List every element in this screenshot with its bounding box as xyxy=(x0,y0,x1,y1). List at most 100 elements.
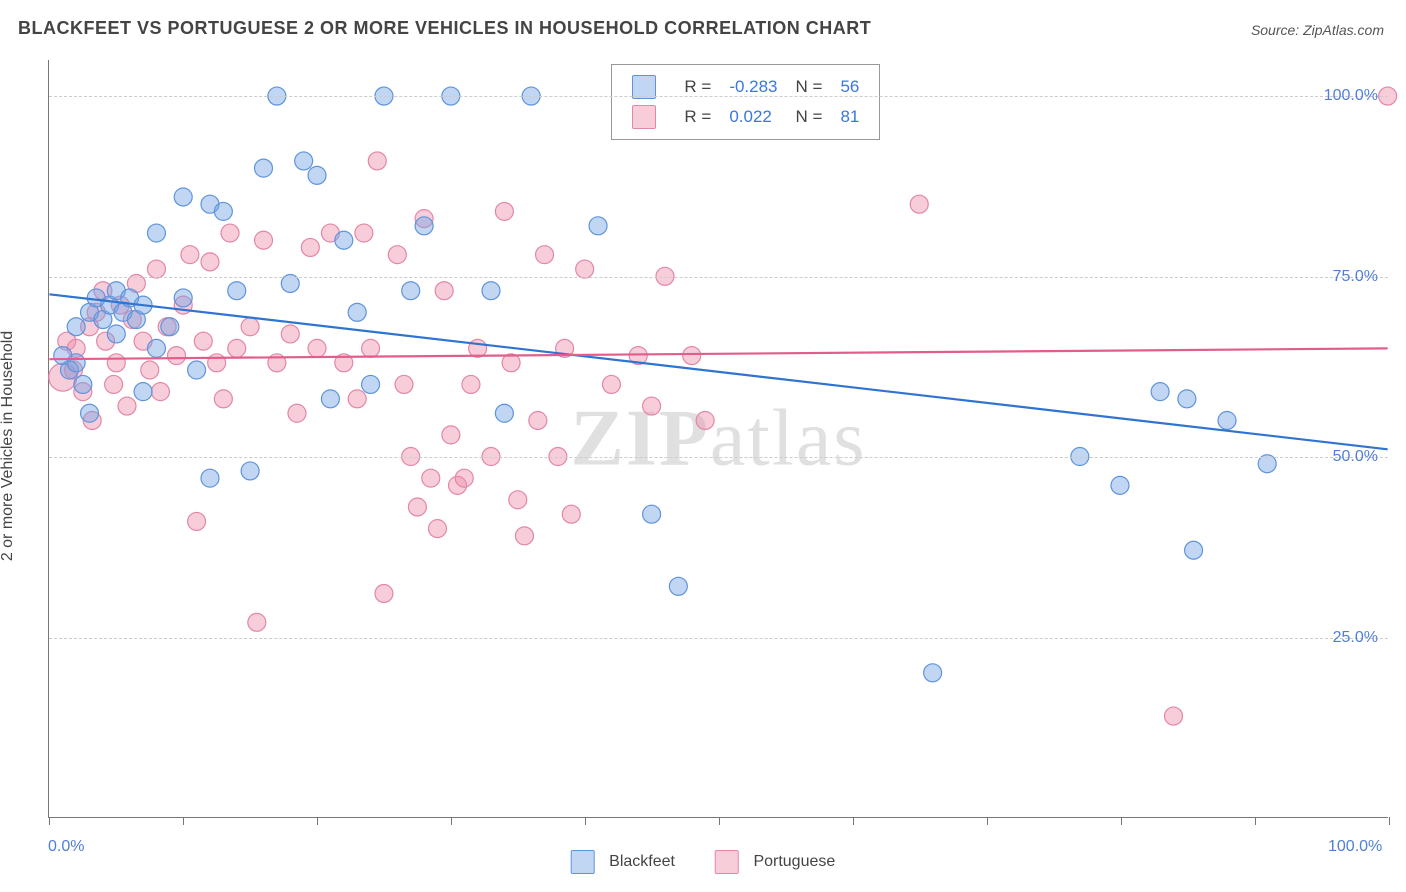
data-point-portuguese xyxy=(188,512,206,530)
data-point-portuguese xyxy=(355,224,373,242)
data-point-portuguese xyxy=(241,318,259,336)
data-point-blackfeet xyxy=(134,383,152,401)
data-point-blackfeet xyxy=(348,303,366,321)
data-point-blackfeet xyxy=(362,375,380,393)
x-tick xyxy=(317,817,318,825)
x-tick xyxy=(451,817,452,825)
data-point-portuguese xyxy=(288,404,306,422)
x-axis-max-label: 100.0% xyxy=(1328,838,1382,856)
data-point-portuguese xyxy=(301,238,319,256)
data-point-blackfeet xyxy=(241,462,259,480)
gridline xyxy=(49,96,1388,97)
legend-label-blackfeet: Blackfeet xyxy=(609,853,675,870)
data-point-blackfeet xyxy=(589,217,607,235)
data-point-blackfeet xyxy=(482,282,500,300)
stats-legend: R =-0.283N =56R =0.022N =81 xyxy=(611,64,880,140)
x-tick xyxy=(585,817,586,825)
stage: BLACKFEET VS PORTUGUESE 2 OR MORE VEHICL… xyxy=(0,0,1406,892)
data-point-portuguese xyxy=(442,426,460,444)
data-point-blackfeet xyxy=(335,231,353,249)
x-tick xyxy=(49,817,50,825)
data-point-portuguese xyxy=(576,260,594,278)
data-point-blackfeet xyxy=(1151,383,1169,401)
data-point-portuguese xyxy=(515,527,533,545)
data-point-blackfeet xyxy=(67,318,85,336)
data-point-portuguese xyxy=(602,375,620,393)
data-point-portuguese xyxy=(422,469,440,487)
data-point-portuguese xyxy=(248,613,266,631)
data-point-blackfeet xyxy=(924,664,942,682)
data-point-portuguese xyxy=(368,152,386,170)
data-point-portuguese xyxy=(348,390,366,408)
data-point-portuguese xyxy=(910,195,928,213)
data-point-portuguese xyxy=(228,339,246,357)
chart-title: BLACKFEET VS PORTUGUESE 2 OR MORE VEHICL… xyxy=(18,18,871,39)
legend-label-portuguese: Portuguese xyxy=(753,853,835,870)
legend-item-portuguese: Portuguese xyxy=(715,850,835,874)
data-point-portuguese xyxy=(208,354,226,372)
data-point-portuguese xyxy=(221,224,239,242)
data-point-blackfeet xyxy=(67,354,85,372)
data-point-portuguese xyxy=(683,347,701,365)
data-point-blackfeet xyxy=(147,339,165,357)
data-point-portuguese xyxy=(495,202,513,220)
data-point-portuguese xyxy=(107,354,125,372)
data-point-portuguese xyxy=(428,520,446,538)
data-point-blackfeet xyxy=(402,282,420,300)
data-point-blackfeet xyxy=(1185,541,1203,559)
data-point-blackfeet xyxy=(228,282,246,300)
data-point-portuguese xyxy=(214,390,232,408)
y-tick-label: 75.0% xyxy=(1333,268,1378,286)
data-point-blackfeet xyxy=(321,390,339,408)
x-tick xyxy=(719,817,720,825)
data-point-portuguese xyxy=(509,491,527,509)
data-point-portuguese xyxy=(395,375,413,393)
regression-line-portuguese xyxy=(49,348,1387,359)
data-point-portuguese xyxy=(435,282,453,300)
data-point-portuguese xyxy=(201,253,219,271)
data-point-blackfeet xyxy=(174,289,192,307)
data-point-blackfeet xyxy=(147,224,165,242)
data-point-blackfeet xyxy=(174,188,192,206)
data-point-blackfeet xyxy=(669,577,687,595)
data-point-portuguese xyxy=(194,332,212,350)
data-point-portuguese xyxy=(362,339,380,357)
data-point-blackfeet xyxy=(308,166,326,184)
data-point-blackfeet xyxy=(1178,390,1196,408)
stats-n-value: 81 xyxy=(832,103,867,131)
x-tick xyxy=(183,817,184,825)
data-point-portuguese xyxy=(462,375,480,393)
gridline xyxy=(49,277,1388,278)
data-point-portuguese xyxy=(168,347,186,365)
data-point-portuguese xyxy=(643,397,661,415)
swatch-blackfeet-icon xyxy=(571,850,595,874)
stats-r-value: 0.022 xyxy=(721,103,785,131)
plot-svg xyxy=(49,60,1388,817)
stats-n-label: N = xyxy=(788,103,831,131)
data-point-blackfeet xyxy=(643,505,661,523)
data-point-portuguese xyxy=(529,411,547,429)
data-point-portuguese xyxy=(141,361,159,379)
data-point-portuguese xyxy=(536,246,554,264)
plot-area: ZIPatlas R =-0.283N =56R =0.022N =81 25.… xyxy=(48,60,1388,818)
data-point-portuguese xyxy=(408,498,426,516)
y-tick-label: 50.0% xyxy=(1333,448,1378,466)
data-point-portuguese xyxy=(1165,707,1183,725)
gridline xyxy=(49,457,1388,458)
data-point-portuguese xyxy=(308,339,326,357)
data-point-blackfeet xyxy=(1111,476,1129,494)
x-tick xyxy=(1255,817,1256,825)
data-point-portuguese xyxy=(375,585,393,603)
data-point-portuguese xyxy=(281,325,299,343)
data-point-blackfeet xyxy=(107,325,125,343)
data-point-portuguese xyxy=(181,246,199,264)
x-tick xyxy=(1121,817,1122,825)
data-point-blackfeet xyxy=(495,404,513,422)
data-point-portuguese xyxy=(147,260,165,278)
data-point-portuguese xyxy=(455,469,473,487)
data-point-blackfeet xyxy=(1218,411,1236,429)
data-point-blackfeet xyxy=(214,202,232,220)
x-tick xyxy=(1389,817,1390,825)
data-point-blackfeet xyxy=(161,318,179,336)
x-axis-min-label: 0.0% xyxy=(48,838,84,856)
